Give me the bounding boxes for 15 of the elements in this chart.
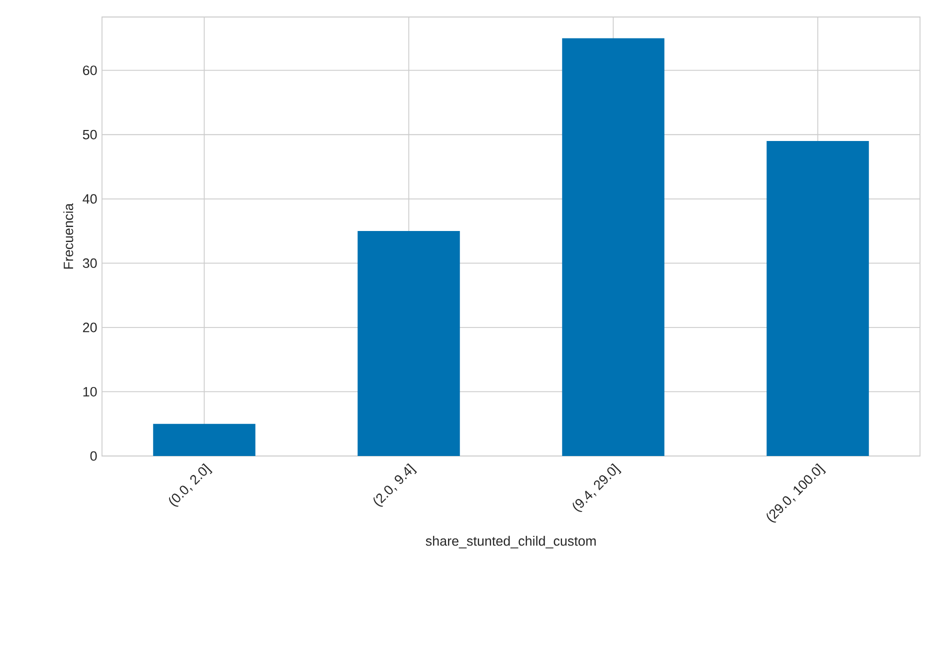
bar xyxy=(153,424,256,456)
y-tick-label: 30 xyxy=(82,258,97,268)
y-tick-label: 0 xyxy=(90,451,97,461)
bar xyxy=(358,231,460,456)
y-tick-label: 50 xyxy=(82,130,97,140)
x-axis-title: share_stunted_child_custom xyxy=(426,536,596,548)
bar xyxy=(766,141,869,456)
y-tick-label: 40 xyxy=(82,194,97,204)
y-axis-title: Frecuencia xyxy=(63,203,74,269)
y-tick-label: 20 xyxy=(83,322,97,332)
y-tick-label: 60 xyxy=(83,66,97,76)
x-tick-label: (0.0, 2.0] xyxy=(169,463,212,507)
x-tick-label: (2.0, 9.4] xyxy=(374,463,417,507)
bar xyxy=(562,38,664,456)
y-tick-label: 10 xyxy=(83,386,97,396)
